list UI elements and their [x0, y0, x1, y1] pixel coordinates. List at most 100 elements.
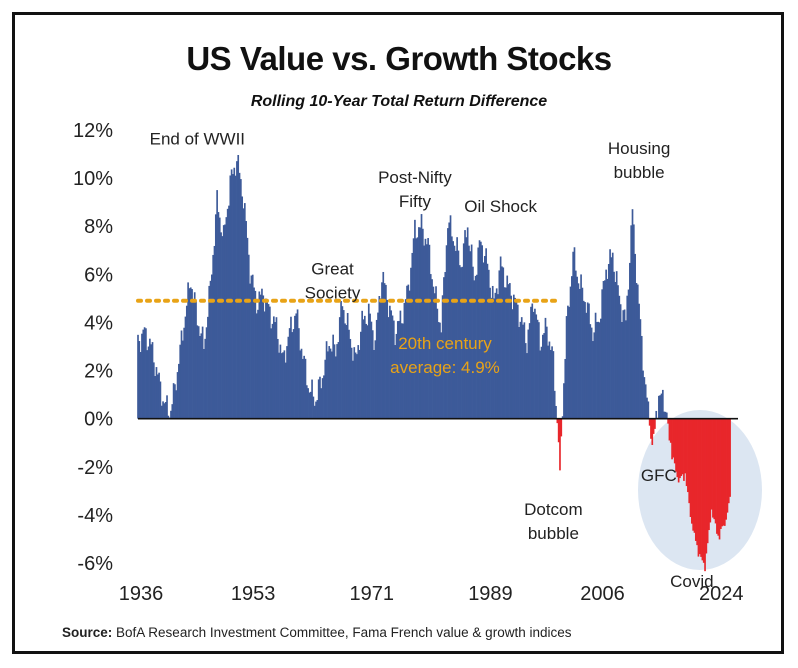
chart-subtitle: Rolling 10-Year Total Return Difference	[250, 93, 548, 110]
data-bar	[184, 316, 187, 419]
data-bar	[158, 372, 160, 419]
data-bar	[710, 418, 713, 510]
data-bar	[362, 319, 365, 419]
data-bar	[428, 244, 431, 419]
data-bar	[701, 418, 704, 561]
data-bar	[501, 266, 503, 419]
data-bar	[284, 362, 287, 419]
data-bar	[435, 286, 437, 419]
data-bar	[150, 344, 153, 419]
data-bar	[287, 336, 290, 419]
data-bar	[523, 322, 526, 419]
data-bar	[574, 270, 577, 419]
data-bar	[444, 272, 447, 419]
data-bar	[175, 390, 178, 419]
data-bar	[512, 294, 515, 419]
data-bar	[519, 321, 522, 419]
y-tick-label: 6%	[84, 264, 113, 286]
data-bar	[357, 345, 360, 419]
data-bar	[338, 317, 341, 419]
data-bar	[510, 295, 513, 419]
data-bar	[160, 405, 163, 419]
data-bar	[374, 340, 377, 419]
data-bar	[182, 340, 184, 419]
data-bar	[460, 267, 462, 419]
data-bar	[416, 237, 419, 419]
data-bar	[713, 418, 716, 520]
data-bar	[626, 295, 629, 419]
data-bar	[466, 227, 469, 419]
data-bar	[251, 274, 254, 419]
data-bar	[366, 325, 369, 419]
data-bar	[410, 267, 412, 419]
data-bar	[139, 352, 142, 419]
source-label: Source:	[62, 625, 113, 640]
y-tick-label: 2%	[84, 361, 113, 383]
data-bar	[698, 418, 701, 555]
data-bar	[493, 298, 495, 419]
data-bar	[694, 418, 697, 541]
data-bar	[237, 154, 240, 419]
data-bar	[441, 295, 444, 419]
data-bar	[676, 418, 679, 478]
data-bar	[142, 329, 145, 419]
data-bar	[520, 317, 523, 419]
data-bar	[610, 257, 613, 419]
data-bar	[291, 332, 294, 419]
x-tick-label: 1989	[468, 583, 513, 605]
data-bar	[271, 323, 274, 419]
y-tick-label: 4%	[84, 312, 113, 334]
data-bar	[385, 284, 387, 419]
data-bar	[552, 351, 555, 419]
data-bar	[352, 360, 354, 419]
data-bar	[507, 284, 510, 419]
data-bar	[250, 275, 253, 419]
data-bar	[623, 309, 626, 419]
data-bar	[241, 196, 244, 419]
data-bar	[590, 327, 593, 419]
data-bar	[137, 334, 139, 419]
data-bar	[696, 418, 698, 546]
data-bar	[232, 174, 234, 419]
data-bar	[578, 288, 581, 419]
data-bar	[605, 269, 607, 419]
data-bar	[332, 334, 334, 419]
data-bar	[143, 327, 146, 419]
data-bar	[638, 303, 640, 419]
data-bar	[336, 344, 338, 419]
data-bar	[586, 302, 589, 419]
data-bar	[400, 323, 403, 419]
data-bar	[482, 262, 485, 419]
data-bar	[640, 335, 643, 419]
data-bar	[474, 275, 477, 419]
data-bar	[654, 418, 656, 429]
data-bar	[149, 338, 151, 419]
data-bar	[313, 405, 316, 419]
data-bar	[386, 299, 389, 419]
y-tick-label: 12%	[73, 120, 113, 142]
data-bar	[468, 245, 470, 419]
y-tick-label: -6%	[77, 553, 113, 575]
data-bar	[567, 305, 569, 419]
data-bar	[145, 328, 147, 419]
data-bar	[518, 327, 520, 419]
data-bar	[406, 285, 408, 419]
data-bar	[208, 285, 211, 419]
data-bar	[242, 208, 245, 419]
data-bar	[211, 274, 213, 419]
data-bar	[280, 353, 283, 419]
data-bar	[522, 324, 524, 419]
data-bar	[545, 326, 548, 419]
data-bar	[704, 418, 706, 572]
data-bar	[174, 384, 176, 419]
data-bar	[581, 287, 584, 419]
data-bar	[706, 418, 709, 544]
data-bar	[490, 297, 493, 419]
data-bar	[253, 287, 255, 419]
data-bar	[217, 212, 220, 419]
data-bar	[342, 310, 345, 419]
data-bar	[560, 418, 563, 437]
data-bar	[580, 274, 582, 419]
data-bar	[557, 418, 560, 443]
data-bar	[443, 277, 445, 419]
